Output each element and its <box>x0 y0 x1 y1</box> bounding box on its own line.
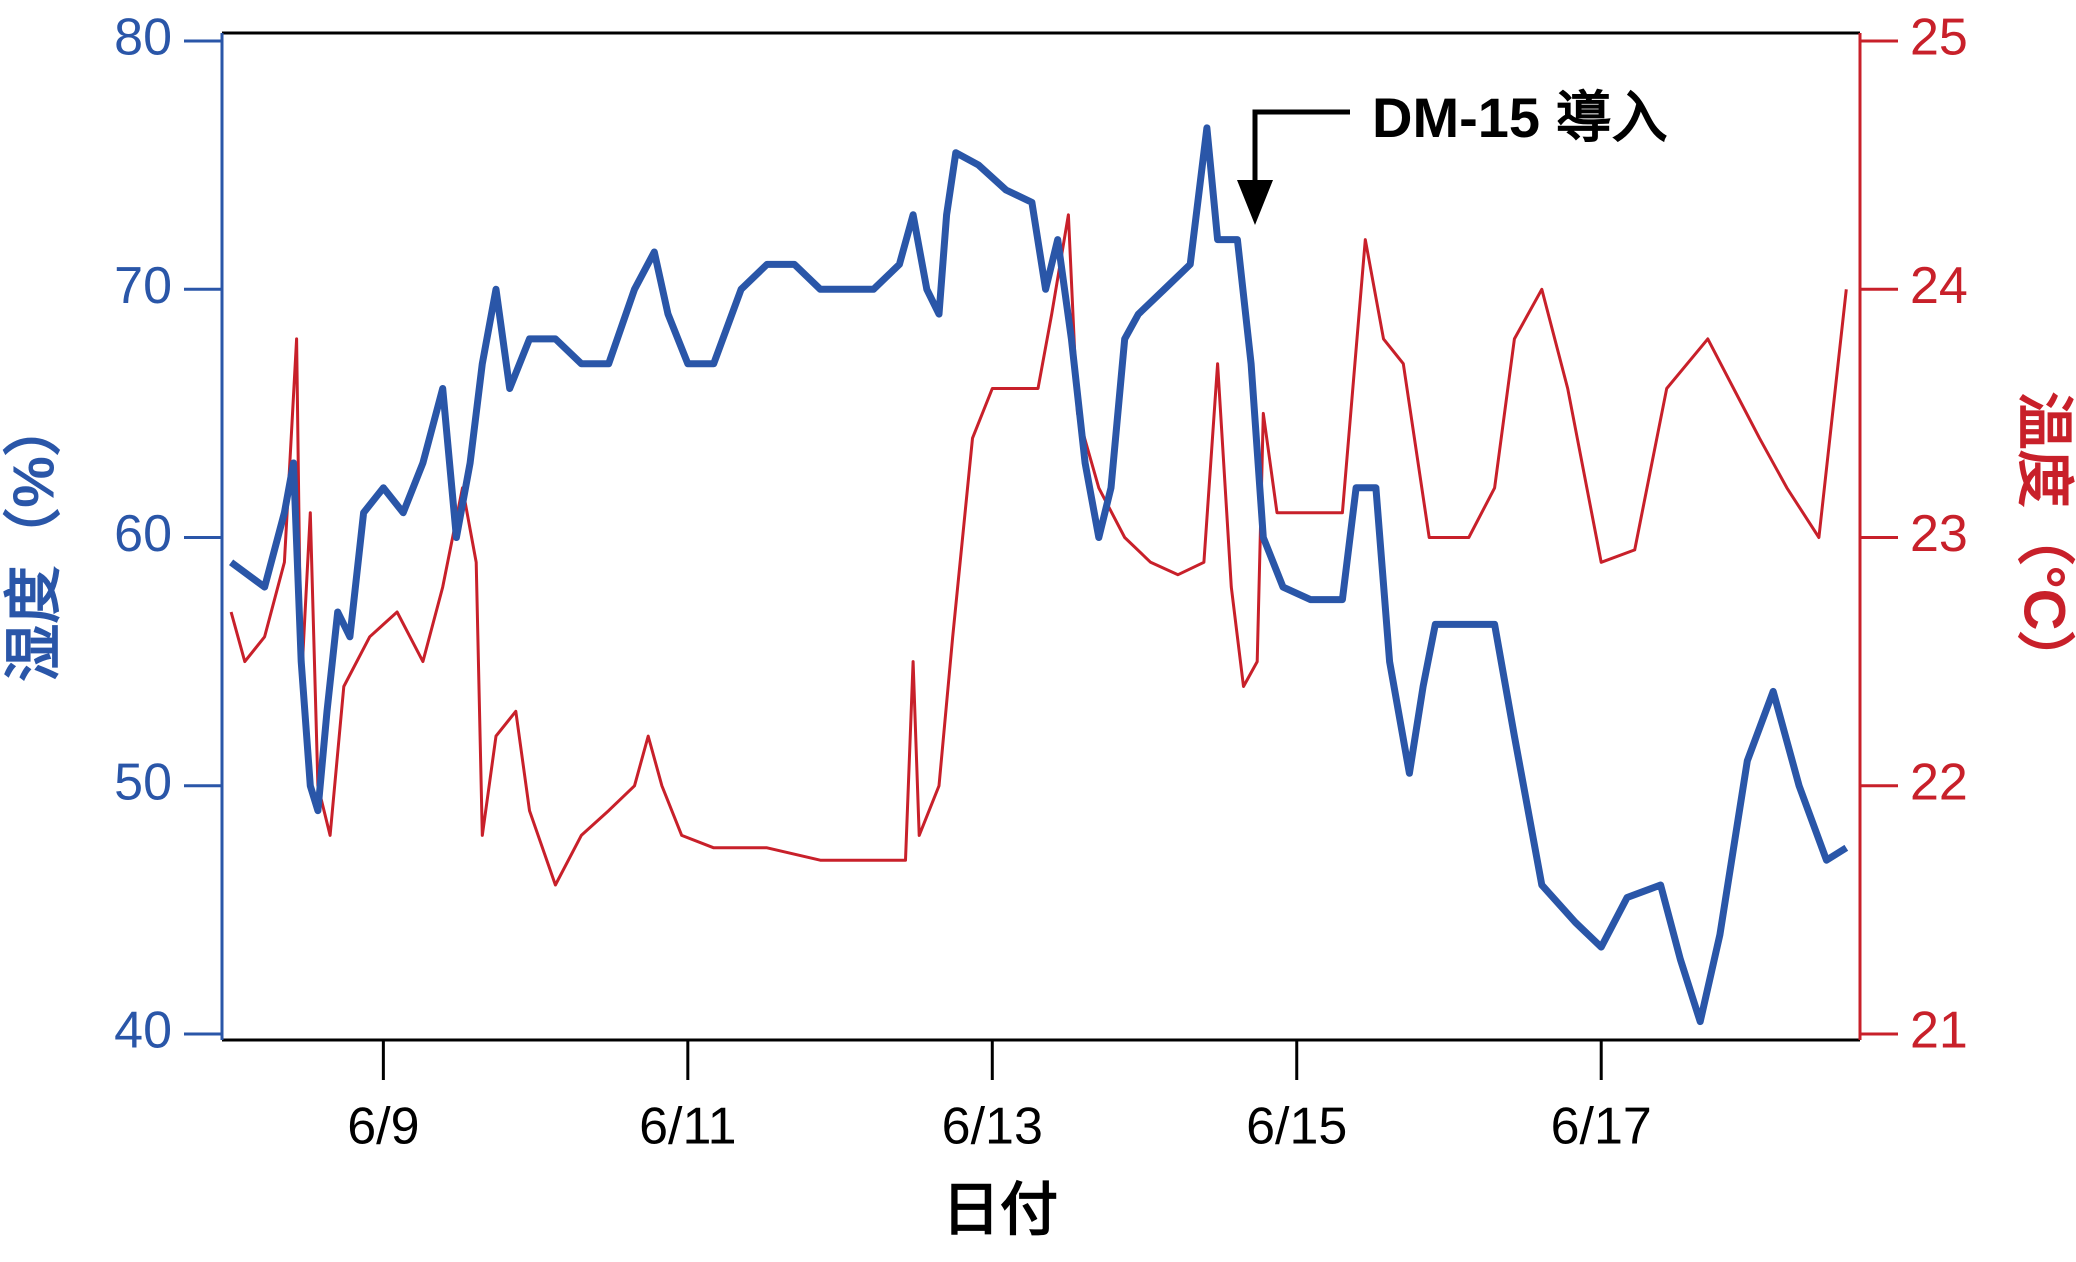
y2-axis-label: 温度（°C） <box>2012 391 2076 688</box>
y-tick-label: 60 <box>114 505 172 563</box>
annotation-arrowhead <box>1237 180 1273 225</box>
x-tick-label: 6/15 <box>1246 1098 1347 1156</box>
annotation-arrow <box>1252 109 1350 200</box>
x-axis-label: 日付 <box>942 1177 1058 1242</box>
y-tick-label: 40 <box>114 1002 172 1060</box>
y2-tick-label: 22 <box>1910 753 1968 811</box>
y2-tick-label: 21 <box>1910 1002 1968 1060</box>
x-tick-label: 6/9 <box>347 1098 419 1156</box>
x-tick-label: 6/11 <box>639 1098 736 1156</box>
y2-tick-label: 25 <box>1910 9 1968 67</box>
y-tick-label: 50 <box>114 753 172 811</box>
y2-tick-label: 23 <box>1910 505 1968 563</box>
y-tick-label: 80 <box>114 9 172 67</box>
line-series <box>229 124 1849 1026</box>
y-tick-label: 70 <box>114 257 172 315</box>
line-series <box>229 213 1848 887</box>
x-tick-label: 6/13 <box>942 1098 1043 1156</box>
y-axis-label: 湿度（%） <box>1 398 66 682</box>
y2-tick-label: 24 <box>1910 257 1968 315</box>
x-tick-label: 6/17 <box>1551 1098 1652 1156</box>
annotation: DM-15 導入 <box>1372 86 1668 149</box>
